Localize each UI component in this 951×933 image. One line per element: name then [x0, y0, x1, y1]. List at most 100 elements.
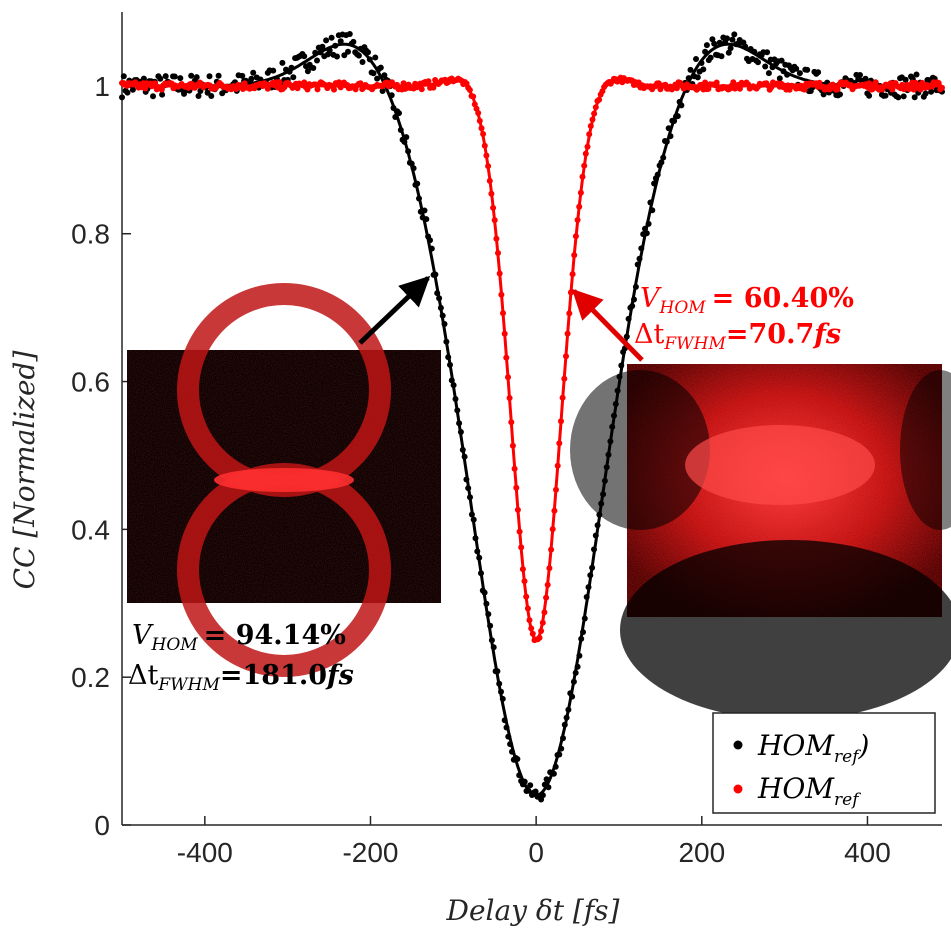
data-point — [549, 526, 556, 533]
data-point — [634, 261, 641, 268]
data-point — [736, 85, 743, 92]
data-point — [157, 75, 164, 82]
data-point — [359, 59, 366, 65]
data-point — [485, 611, 492, 618]
data-point — [574, 663, 581, 670]
data-point — [693, 56, 699, 62]
data-point — [862, 75, 869, 82]
data-point — [564, 330, 571, 337]
data-point — [450, 382, 457, 389]
data-point — [651, 180, 658, 187]
data-point — [499, 695, 506, 702]
data-point — [667, 133, 674, 140]
data-point — [578, 635, 585, 642]
data-point — [337, 38, 344, 45]
data-point — [592, 104, 599, 111]
data-point — [709, 36, 716, 43]
data-point — [834, 86, 841, 93]
data-point — [563, 353, 569, 360]
data-point — [694, 74, 701, 81]
data-point — [551, 507, 558, 514]
data-point — [592, 532, 599, 539]
data-point — [545, 784, 552, 791]
data-point — [509, 442, 516, 449]
data-point — [491, 217, 498, 224]
data-point — [764, 49, 771, 56]
data-point — [372, 54, 379, 61]
x-tick-label: 200 — [678, 837, 725, 868]
data-point — [518, 544, 525, 551]
data-point — [519, 566, 526, 573]
data-point — [702, 48, 709, 55]
data-point — [310, 65, 317, 71]
data-point — [654, 171, 661, 178]
data-point — [536, 634, 543, 641]
data-point — [474, 548, 481, 555]
data-point — [539, 619, 546, 626]
data-point — [882, 92, 889, 99]
data-point — [437, 304, 444, 311]
data-point — [401, 138, 408, 145]
red-annotation-vhom: VHOM = 60.40% — [640, 283, 854, 318]
data-point — [698, 60, 705, 66]
data-point — [629, 303, 636, 309]
data-point — [129, 86, 136, 93]
data-point — [872, 79, 879, 86]
data-point — [270, 67, 277, 74]
data-point — [586, 131, 593, 138]
data-point — [374, 75, 381, 82]
data-point — [206, 73, 213, 80]
data-point — [591, 546, 597, 553]
data-point — [425, 78, 432, 85]
data-point — [483, 600, 490, 607]
data-point — [550, 770, 557, 777]
data-point — [506, 395, 513, 401]
data-point — [326, 47, 333, 54]
data-point — [665, 125, 672, 132]
data-point — [660, 154, 667, 161]
data-point — [177, 75, 184, 82]
data-point — [552, 763, 559, 770]
y-tick-label: 0.8 — [71, 219, 110, 250]
data-point — [171, 73, 178, 80]
data-point — [208, 93, 215, 99]
data-point — [707, 54, 714, 61]
data-point — [673, 85, 680, 92]
data-point — [521, 778, 528, 785]
data-point — [556, 440, 563, 447]
data-point — [443, 338, 450, 345]
data-point — [642, 225, 648, 232]
data-point — [516, 772, 523, 779]
data-point — [711, 40, 718, 47]
data-point — [584, 143, 591, 150]
data-point — [643, 230, 650, 237]
legend-entry-black: HOMref) — [757, 729, 869, 767]
data-point — [577, 189, 584, 196]
data-point — [513, 484, 520, 491]
data-point — [416, 195, 422, 202]
data-point — [498, 291, 505, 298]
data-point — [866, 92, 873, 99]
data-point — [439, 312, 446, 319]
data-point — [529, 630, 536, 637]
data-point — [457, 429, 464, 435]
data-point — [465, 485, 472, 492]
data-point — [507, 741, 514, 748]
data-point — [397, 127, 404, 133]
data-point — [301, 53, 308, 60]
data-point — [379, 88, 386, 94]
data-point — [488, 637, 495, 644]
data-point — [490, 644, 497, 651]
data-point — [468, 511, 475, 518]
x-tick-label: 400 — [844, 837, 891, 868]
data-point — [548, 546, 555, 553]
data-point — [400, 80, 407, 87]
data-point — [594, 522, 601, 529]
data-point — [576, 203, 583, 210]
data-point — [357, 80, 364, 87]
data-point — [490, 204, 497, 211]
data-point — [895, 94, 902, 101]
data-point — [521, 578, 528, 585]
data-point — [152, 80, 159, 87]
